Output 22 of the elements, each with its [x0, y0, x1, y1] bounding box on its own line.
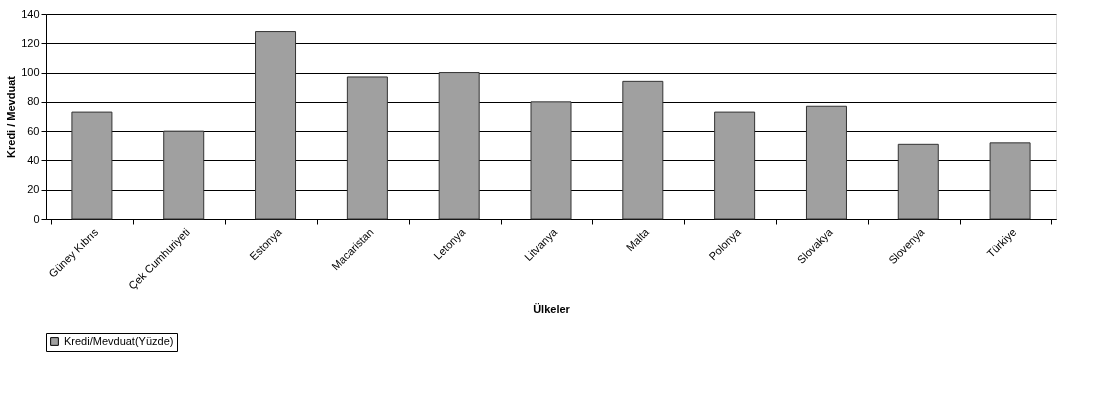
bar — [622, 80, 664, 220]
bar — [897, 143, 939, 220]
y-tick-label: 40 — [27, 153, 40, 166]
bar — [989, 142, 1031, 220]
y-tick-label: 100 — [21, 66, 40, 79]
x-axis-title: Ülkeler — [533, 302, 571, 315]
bar — [163, 130, 205, 220]
y-tick-label: 60 — [27, 124, 40, 137]
bar — [71, 111, 113, 220]
y-tick-label: 0 — [33, 212, 40, 225]
y-tick-label: 120 — [21, 36, 40, 49]
y-tick-label: 80 — [27, 95, 40, 108]
bar — [438, 72, 480, 220]
y-tick-label: 140 — [21, 7, 40, 20]
y-axis-title: Kredi / Mevduat — [5, 75, 18, 158]
legend-label: Kredi/Mevduat(Yüzde) — [64, 334, 174, 347]
y-tick-label: 20 — [27, 183, 40, 196]
bar — [255, 31, 297, 220]
bar — [805, 105, 847, 220]
bar — [346, 76, 388, 220]
bar — [714, 111, 756, 220]
bar — [530, 101, 572, 220]
